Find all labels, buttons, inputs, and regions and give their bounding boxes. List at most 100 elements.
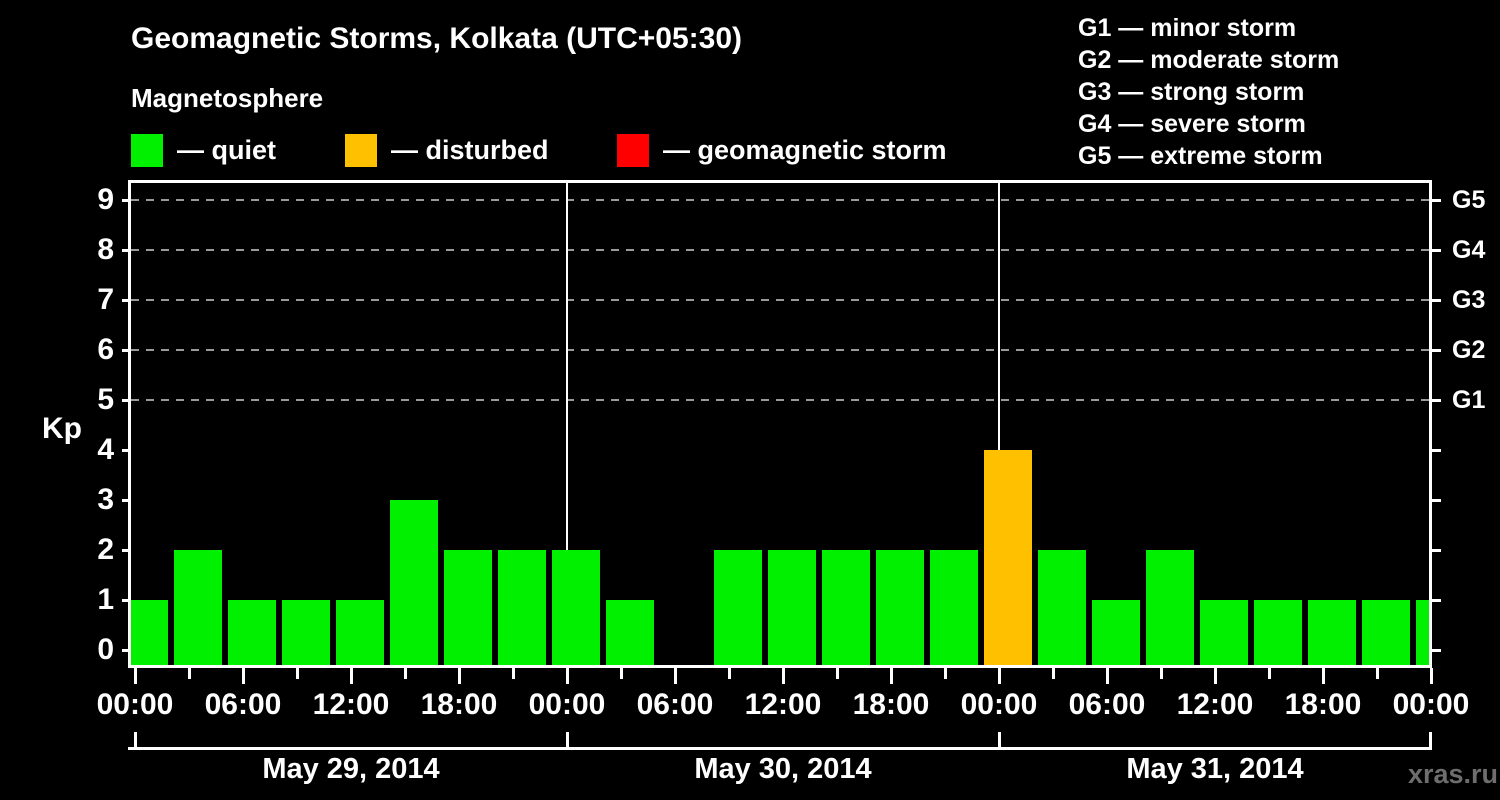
x-axis-tick bbox=[1159, 668, 1163, 679]
kp-bar bbox=[282, 600, 330, 665]
x-axis-tick bbox=[511, 668, 515, 679]
y-axis-tick bbox=[122, 199, 131, 202]
kp-bar bbox=[768, 550, 816, 665]
g5-legend-row: G5 — extreme storm bbox=[1078, 142, 1323, 170]
x-tick-label: 00:00 bbox=[96, 688, 174, 721]
g-level-label: G4 bbox=[1452, 236, 1486, 264]
x-tick-label: 06:00 bbox=[204, 688, 282, 721]
kp-bar bbox=[606, 600, 654, 665]
y-axis-tick bbox=[122, 499, 131, 502]
x-axis-tick bbox=[673, 668, 677, 684]
y-tick-label: 5 bbox=[97, 383, 114, 416]
y-tick-label: 0 bbox=[97, 633, 114, 666]
y-axis-tick bbox=[1432, 299, 1441, 302]
x-tick-label: 00:00 bbox=[960, 688, 1038, 721]
storm-swatch-icon bbox=[617, 134, 649, 167]
x-axis-tick bbox=[943, 668, 947, 679]
date-label: May 31, 2014 bbox=[1126, 753, 1304, 785]
y-tick-label: 3 bbox=[97, 483, 114, 516]
x-tick-label: 18:00 bbox=[1284, 688, 1362, 721]
y-tick-label: 6 bbox=[97, 333, 114, 366]
y-tick-label: 1 bbox=[97, 583, 114, 616]
g-level-label: G1 bbox=[1452, 386, 1486, 414]
x-axis-tick bbox=[1213, 668, 1217, 684]
y-tick-label: 4 bbox=[97, 433, 114, 466]
y-axis-tick bbox=[122, 299, 131, 302]
date-bracket-tick bbox=[133, 732, 137, 748]
y-axis-tick bbox=[1432, 599, 1441, 602]
x-axis-tick bbox=[727, 668, 731, 679]
kp-bar bbox=[336, 600, 384, 665]
kp-bar bbox=[1416, 600, 1429, 665]
date-label: May 29, 2014 bbox=[262, 753, 440, 785]
g-level-label: G3 bbox=[1452, 286, 1486, 314]
x-axis-tick bbox=[1321, 668, 1325, 684]
x-tick-label: 06:00 bbox=[636, 688, 714, 721]
x-axis-tick bbox=[1105, 668, 1109, 684]
legend-label-storm: — geomagnetic storm bbox=[663, 135, 947, 165]
date-bracket-tick bbox=[997, 732, 1001, 748]
g-level-label: G2 bbox=[1452, 336, 1486, 364]
legend-item-quiet: — quiet bbox=[131, 134, 276, 167]
x-tick-label: 00:00 bbox=[528, 688, 606, 721]
quiet-swatch-icon bbox=[131, 134, 163, 167]
y-axis-tick bbox=[1432, 249, 1441, 252]
kp-bar bbox=[131, 600, 168, 665]
date-bracket-line bbox=[128, 747, 1432, 750]
g2-legend-row: G2 — moderate storm bbox=[1078, 46, 1340, 74]
date-bracket-tick bbox=[1429, 732, 1432, 748]
gridline bbox=[131, 399, 1429, 401]
kp-bar bbox=[1200, 600, 1248, 665]
legend-item-storm: — geomagnetic storm bbox=[617, 134, 947, 167]
kp-bar bbox=[876, 550, 924, 665]
x-axis-tick bbox=[1429, 668, 1433, 684]
kp-bar bbox=[1038, 550, 1086, 665]
plot-border-box bbox=[128, 180, 1432, 668]
x-axis-tick bbox=[619, 668, 623, 679]
disturbed-swatch-icon bbox=[345, 134, 377, 167]
kp-bar bbox=[498, 550, 546, 665]
x-axis-tick bbox=[403, 668, 407, 679]
gridline bbox=[131, 299, 1429, 301]
x-axis-tick bbox=[781, 668, 785, 684]
y-axis-title: Kp bbox=[42, 412, 82, 445]
legend-item-disturbed: — disturbed bbox=[345, 134, 549, 167]
x-axis-tick bbox=[1051, 668, 1055, 679]
y-axis-tick bbox=[122, 549, 131, 552]
date-label: May 30, 2014 bbox=[694, 753, 872, 785]
kp-bar bbox=[444, 550, 492, 665]
x-axis-tick bbox=[889, 668, 893, 684]
kp-bar bbox=[228, 600, 276, 665]
x-tick-label: 12:00 bbox=[312, 688, 390, 721]
x-axis-tick bbox=[835, 668, 839, 679]
y-axis-tick bbox=[122, 599, 131, 602]
gridline bbox=[131, 199, 1429, 201]
y-tick-label: 7 bbox=[97, 283, 114, 316]
x-axis-tick bbox=[1375, 668, 1379, 679]
y-axis-tick bbox=[1432, 499, 1441, 502]
y-axis-tick bbox=[1432, 349, 1441, 352]
day-boundary-line bbox=[566, 183, 568, 665]
kp-bar bbox=[714, 550, 762, 665]
kp-bar bbox=[1092, 600, 1140, 665]
date-bracket-tick bbox=[565, 732, 569, 748]
x-axis-tick bbox=[457, 668, 461, 684]
kp-bar bbox=[930, 550, 978, 665]
y-tick-label: 9 bbox=[97, 183, 114, 216]
kp-bar bbox=[552, 550, 600, 665]
y-axis-tick bbox=[1432, 549, 1441, 552]
x-axis-tick bbox=[241, 668, 245, 684]
y-tick-label: 2 bbox=[97, 533, 114, 566]
y-tick-label: 8 bbox=[97, 233, 114, 266]
y-axis-tick bbox=[1432, 649, 1441, 652]
x-tick-label: 18:00 bbox=[852, 688, 930, 721]
x-axis-tick bbox=[295, 668, 299, 679]
x-axis-tick bbox=[997, 668, 1001, 684]
g3-legend-row: G3 — strong storm bbox=[1078, 78, 1305, 106]
day-boundary-line bbox=[998, 183, 1000, 665]
g-scale-legend: G1 — minor storm G2 — moderate storm G3 … bbox=[1078, 12, 1339, 172]
y-axis-tick bbox=[122, 249, 131, 252]
x-axis-tick bbox=[187, 668, 191, 679]
